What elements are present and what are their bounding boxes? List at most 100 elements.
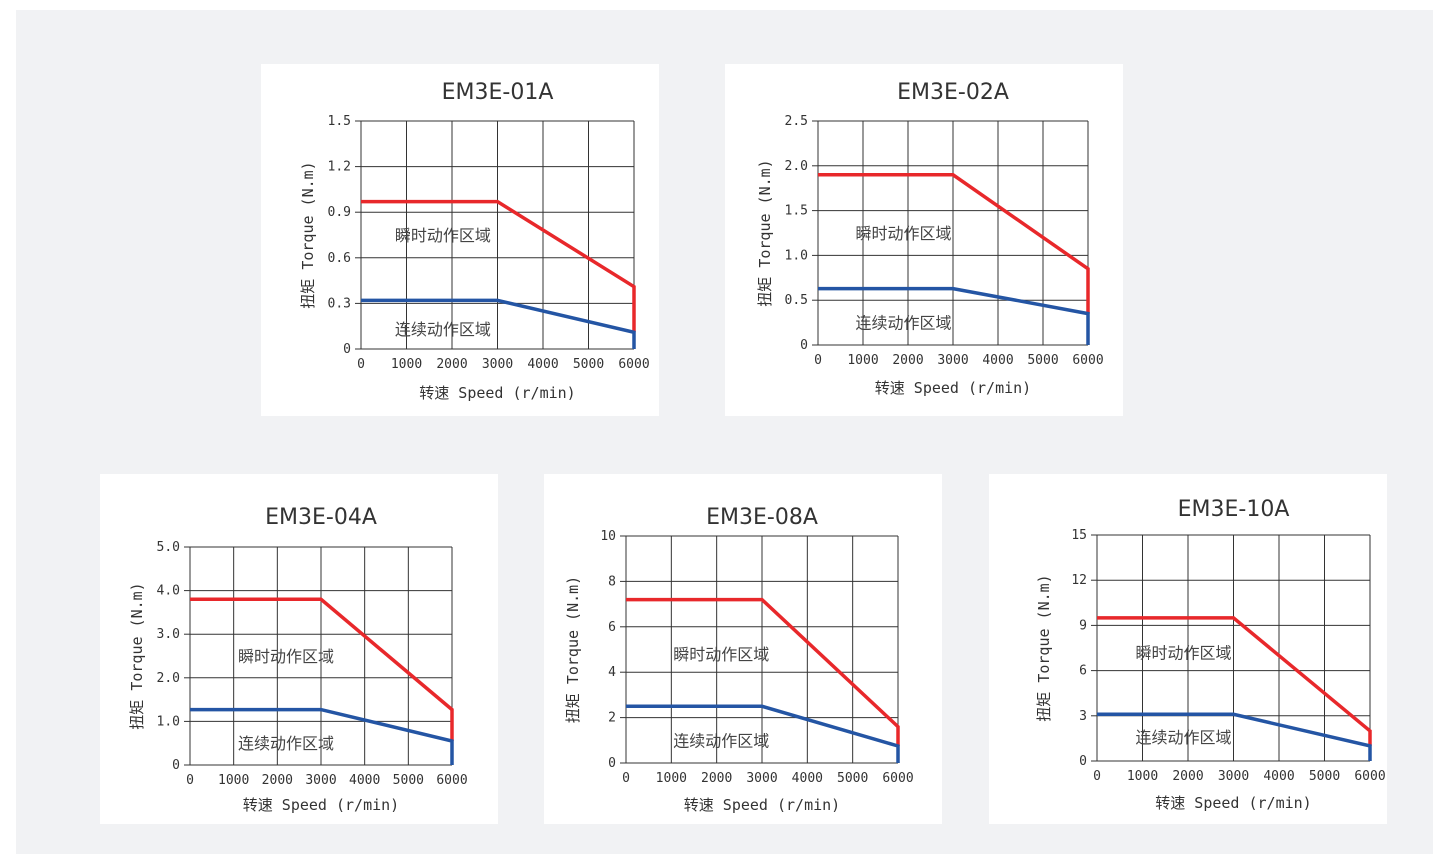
y-tick-label: 3 xyxy=(1079,709,1087,724)
y-tick-label: 0.3 xyxy=(328,296,351,311)
peak-torque-line xyxy=(626,597,900,746)
x-tick-label: 2000 xyxy=(892,353,923,368)
torque-speed-chart-em3e-02a: EM3E-02A 0 1000 2000 3000 4000 5000 6000 0 0.5 1.0… xyxy=(756,80,1104,397)
peak-torque-line xyxy=(818,173,1090,314)
y-tick-label: 1.2 xyxy=(328,160,351,175)
chart-title: EM3E-02A xyxy=(897,80,1009,105)
peak-torque-line xyxy=(1097,616,1372,746)
y-tick-label: 1.5 xyxy=(328,114,351,129)
y-tick-label: 15 xyxy=(1071,528,1087,543)
y-tick-label: 3.0 xyxy=(157,627,180,642)
x-tick-label: 1000 xyxy=(847,353,878,368)
x-tick-label: 2000 xyxy=(436,357,467,372)
y-tick-label: 6 xyxy=(1079,664,1087,679)
peak-region-label: 瞬时动作区域 xyxy=(673,645,769,664)
y-axis-label: 扭矩 Torque (N.m) xyxy=(1035,574,1053,721)
y-tick-label: 2.5 xyxy=(785,114,808,129)
grid xyxy=(184,546,453,766)
x-axis-label: 转速 Speed (r/min) xyxy=(419,384,575,402)
x-tick-label: 6000 xyxy=(618,357,649,372)
x-tick-label: 0 xyxy=(622,771,630,786)
x-tick-label: 0 xyxy=(186,773,194,788)
x-tick-label: 1000 xyxy=(656,771,687,786)
y-tick-label: 5.0 xyxy=(157,540,180,555)
y-axis-label: 扭矩 Torque (N.m) xyxy=(756,159,774,306)
x-tick-label: 5000 xyxy=(573,357,604,372)
y-tick-label: 0 xyxy=(800,338,808,353)
y-tick-label: 6 xyxy=(608,620,616,635)
y-tick-label: 0.9 xyxy=(328,205,351,220)
y-tick-label: 0 xyxy=(608,756,616,771)
x-tick-label: 6000 xyxy=(1072,353,1103,368)
continuous-torque-line xyxy=(626,704,900,763)
continuous-torque-line xyxy=(361,298,636,349)
x-tick-label: 0 xyxy=(1093,769,1101,784)
grid xyxy=(620,535,899,764)
peak-region-label: 瞬时动作区域 xyxy=(238,647,334,666)
chart-card-em3e-08a: EM3E-08A 0 1000 2000 3000 4000 5000 6000 0 2 4 6 8 10… xyxy=(544,474,942,824)
peak-region-label: 瞬时动作区域 xyxy=(855,224,951,243)
y-axis-label: 扭矩 Torque (N.m) xyxy=(128,582,146,729)
y-tick-label: 4.0 xyxy=(157,584,180,599)
chart-card-em3e-10a: EM3E-10A 0 1000 2000 3000 4000 5000 6000 0 3 6 9 12 1… xyxy=(989,474,1387,824)
x-axis-label: 转速 Speed (r/min) xyxy=(684,796,840,814)
chart-title: EM3E-01A xyxy=(442,80,554,105)
continuous-torque-line xyxy=(818,286,1090,345)
x-axis-label: 转速 Speed (r/min) xyxy=(243,796,399,814)
y-tick-label: 1.0 xyxy=(785,248,808,263)
torque-speed-chart-em3e-01a: EM3E-01A 0 1000 2000 3000 4000 5000 6000 0 0.3 0.6… xyxy=(299,80,650,402)
chart-card-em3e-04a: EM3E-04A 0 1000 2000 3000 4000 5000 6000 0 1.0 2.0… xyxy=(100,474,498,824)
x-tick-label: 1000 xyxy=(218,773,249,788)
x-tick-label: 0 xyxy=(357,357,365,372)
x-tick-label: 5000 xyxy=(837,771,868,786)
x-tick-label: 3000 xyxy=(746,771,777,786)
peak-torque-line xyxy=(361,199,636,333)
y-tick-label: 0.5 xyxy=(785,293,808,308)
y-tick-label: 1.0 xyxy=(157,714,180,729)
x-tick-label: 6000 xyxy=(436,773,467,788)
y-tick-label: 1.5 xyxy=(785,204,808,219)
torque-speed-chart-em3e-10a: EM3E-10A 0 1000 2000 3000 4000 5000 6000 0 3 6 9 12 1… xyxy=(1035,497,1386,812)
peak-region-label: 瞬时动作区域 xyxy=(395,226,491,245)
x-tick-label: 3000 xyxy=(305,773,336,788)
y-tick-label: 2 xyxy=(608,711,616,726)
y-tick-label: 0 xyxy=(1079,754,1087,769)
x-tick-label: 1000 xyxy=(391,357,422,372)
y-tick-label: 12 xyxy=(1071,573,1087,588)
x-axis-label: 转速 Speed (r/min) xyxy=(1155,794,1311,812)
peak-torque-line xyxy=(190,597,454,741)
chart-title: EM3E-04A xyxy=(265,505,377,530)
x-tick-label: 2000 xyxy=(701,771,732,786)
grid xyxy=(355,120,635,350)
x-tick-label: 4000 xyxy=(982,353,1013,368)
x-tick-label: 3000 xyxy=(482,357,513,372)
y-tick-label: 2.0 xyxy=(157,671,180,686)
x-tick-label: 2000 xyxy=(262,773,293,788)
y-tick-label: 0 xyxy=(343,342,351,357)
x-tick-label: 6000 xyxy=(1354,769,1385,784)
x-tick-label: 4000 xyxy=(349,773,380,788)
torque-speed-chart-em3e-04a: EM3E-04A 0 1000 2000 3000 4000 5000 6000 0 1.0 2.0… xyxy=(128,505,468,814)
x-tick-label: 5000 xyxy=(1309,769,1340,784)
x-tick-label: 2000 xyxy=(1172,769,1203,784)
continuous-region-label: 连续动作区域 xyxy=(673,731,769,750)
x-tick-label: 1000 xyxy=(1127,769,1158,784)
continuous-region-label: 连续动作区域 xyxy=(395,320,491,339)
x-tick-label: 6000 xyxy=(882,771,913,786)
x-tick-label: 4000 xyxy=(792,771,823,786)
x-tick-label: 3000 xyxy=(937,353,968,368)
x-tick-label: 3000 xyxy=(1218,769,1249,784)
y-tick-label: 0.6 xyxy=(328,251,351,266)
continuous-torque-line xyxy=(1097,712,1372,761)
x-tick-label: 0 xyxy=(814,353,822,368)
chart-card-em3e-02a: EM3E-02A 0 1000 2000 3000 4000 5000 6000 0 0.5 1.0… xyxy=(725,64,1123,416)
x-tick-label: 5000 xyxy=(393,773,424,788)
charts-panel: EM3E-01A 0 1000 2000 3000 4000 5000 6000 0 0.3 0.6… xyxy=(16,10,1433,854)
y-tick-label: 9 xyxy=(1079,618,1087,633)
y-axis-label: 扭矩 Torque (N.m) xyxy=(564,576,582,723)
x-tick-label: 5000 xyxy=(1027,353,1058,368)
peak-region-label: 瞬时动作区域 xyxy=(1135,644,1231,663)
x-axis-label: 转速 Speed (r/min) xyxy=(875,379,1031,397)
chart-card-em3e-01a: EM3E-01A 0 1000 2000 3000 4000 5000 6000 0 0.3 0.6… xyxy=(261,64,659,416)
x-tick-label: 4000 xyxy=(1263,769,1294,784)
